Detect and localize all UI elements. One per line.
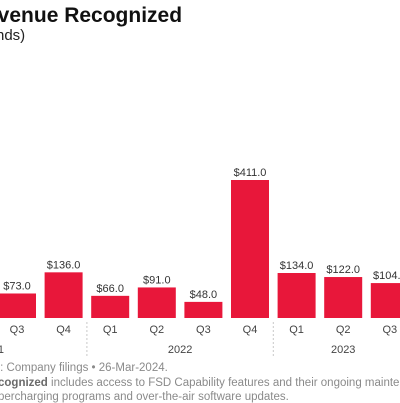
bar: [184, 301, 223, 318]
footnote-line-1: cognized includes access to FSD Capabili…: [0, 377, 400, 389]
bar: [91, 295, 130, 318]
bar: [277, 273, 316, 318]
footnote-rest: includes access to FSD Capability featur…: [47, 377, 400, 389]
footnote-bold: cognized: [0, 377, 48, 389]
quarter-tick-label: Q1: [103, 324, 118, 336]
year-group-label: 2023: [331, 344, 355, 356]
bar: [370, 283, 400, 318]
bar-value-label: $104.0: [373, 270, 400, 282]
chart-subtitle: nds): [0, 27, 26, 44]
quarter-tick-label: Q4: [56, 324, 71, 336]
bar: [0, 293, 36, 318]
bar-value-label: $66.0: [96, 283, 124, 295]
bar-value-label: $73.0: [3, 280, 31, 292]
bar: [231, 180, 269, 318]
year-group-label: 2022: [168, 344, 192, 356]
year-group-label: 1: [0, 344, 4, 356]
chart-title: evenue Recognized: [0, 4, 183, 27]
quarter-tick-label: Q1: [289, 324, 304, 336]
quarter-tick-label: Q3: [382, 324, 397, 336]
footnote-line-2: percharging programs and over-the-air so…: [0, 391, 289, 403]
quarter-tick-label: Q2: [336, 324, 351, 336]
bar-value-label: $411.0: [234, 167, 267, 179]
bar-value-label: $134.0: [280, 260, 314, 272]
quarter-tick-label: Q3: [196, 324, 211, 336]
quarter-tick-label: Q3: [10, 324, 25, 336]
bar: [324, 277, 363, 318]
bar-value-label: $136.0: [47, 259, 81, 271]
quarter-tick-label: Q2: [149, 324, 164, 336]
bar: [137, 287, 176, 318]
bar: [44, 272, 83, 318]
bar-value-label: $91.0: [143, 274, 171, 286]
source-note: ce: Company filings • 26-Mar-2024.: [0, 362, 168, 374]
bar-value-label: $122.0: [326, 264, 360, 276]
quarter-tick-label: Q4: [243, 324, 258, 336]
bar-value-label: $48.0: [190, 289, 218, 301]
